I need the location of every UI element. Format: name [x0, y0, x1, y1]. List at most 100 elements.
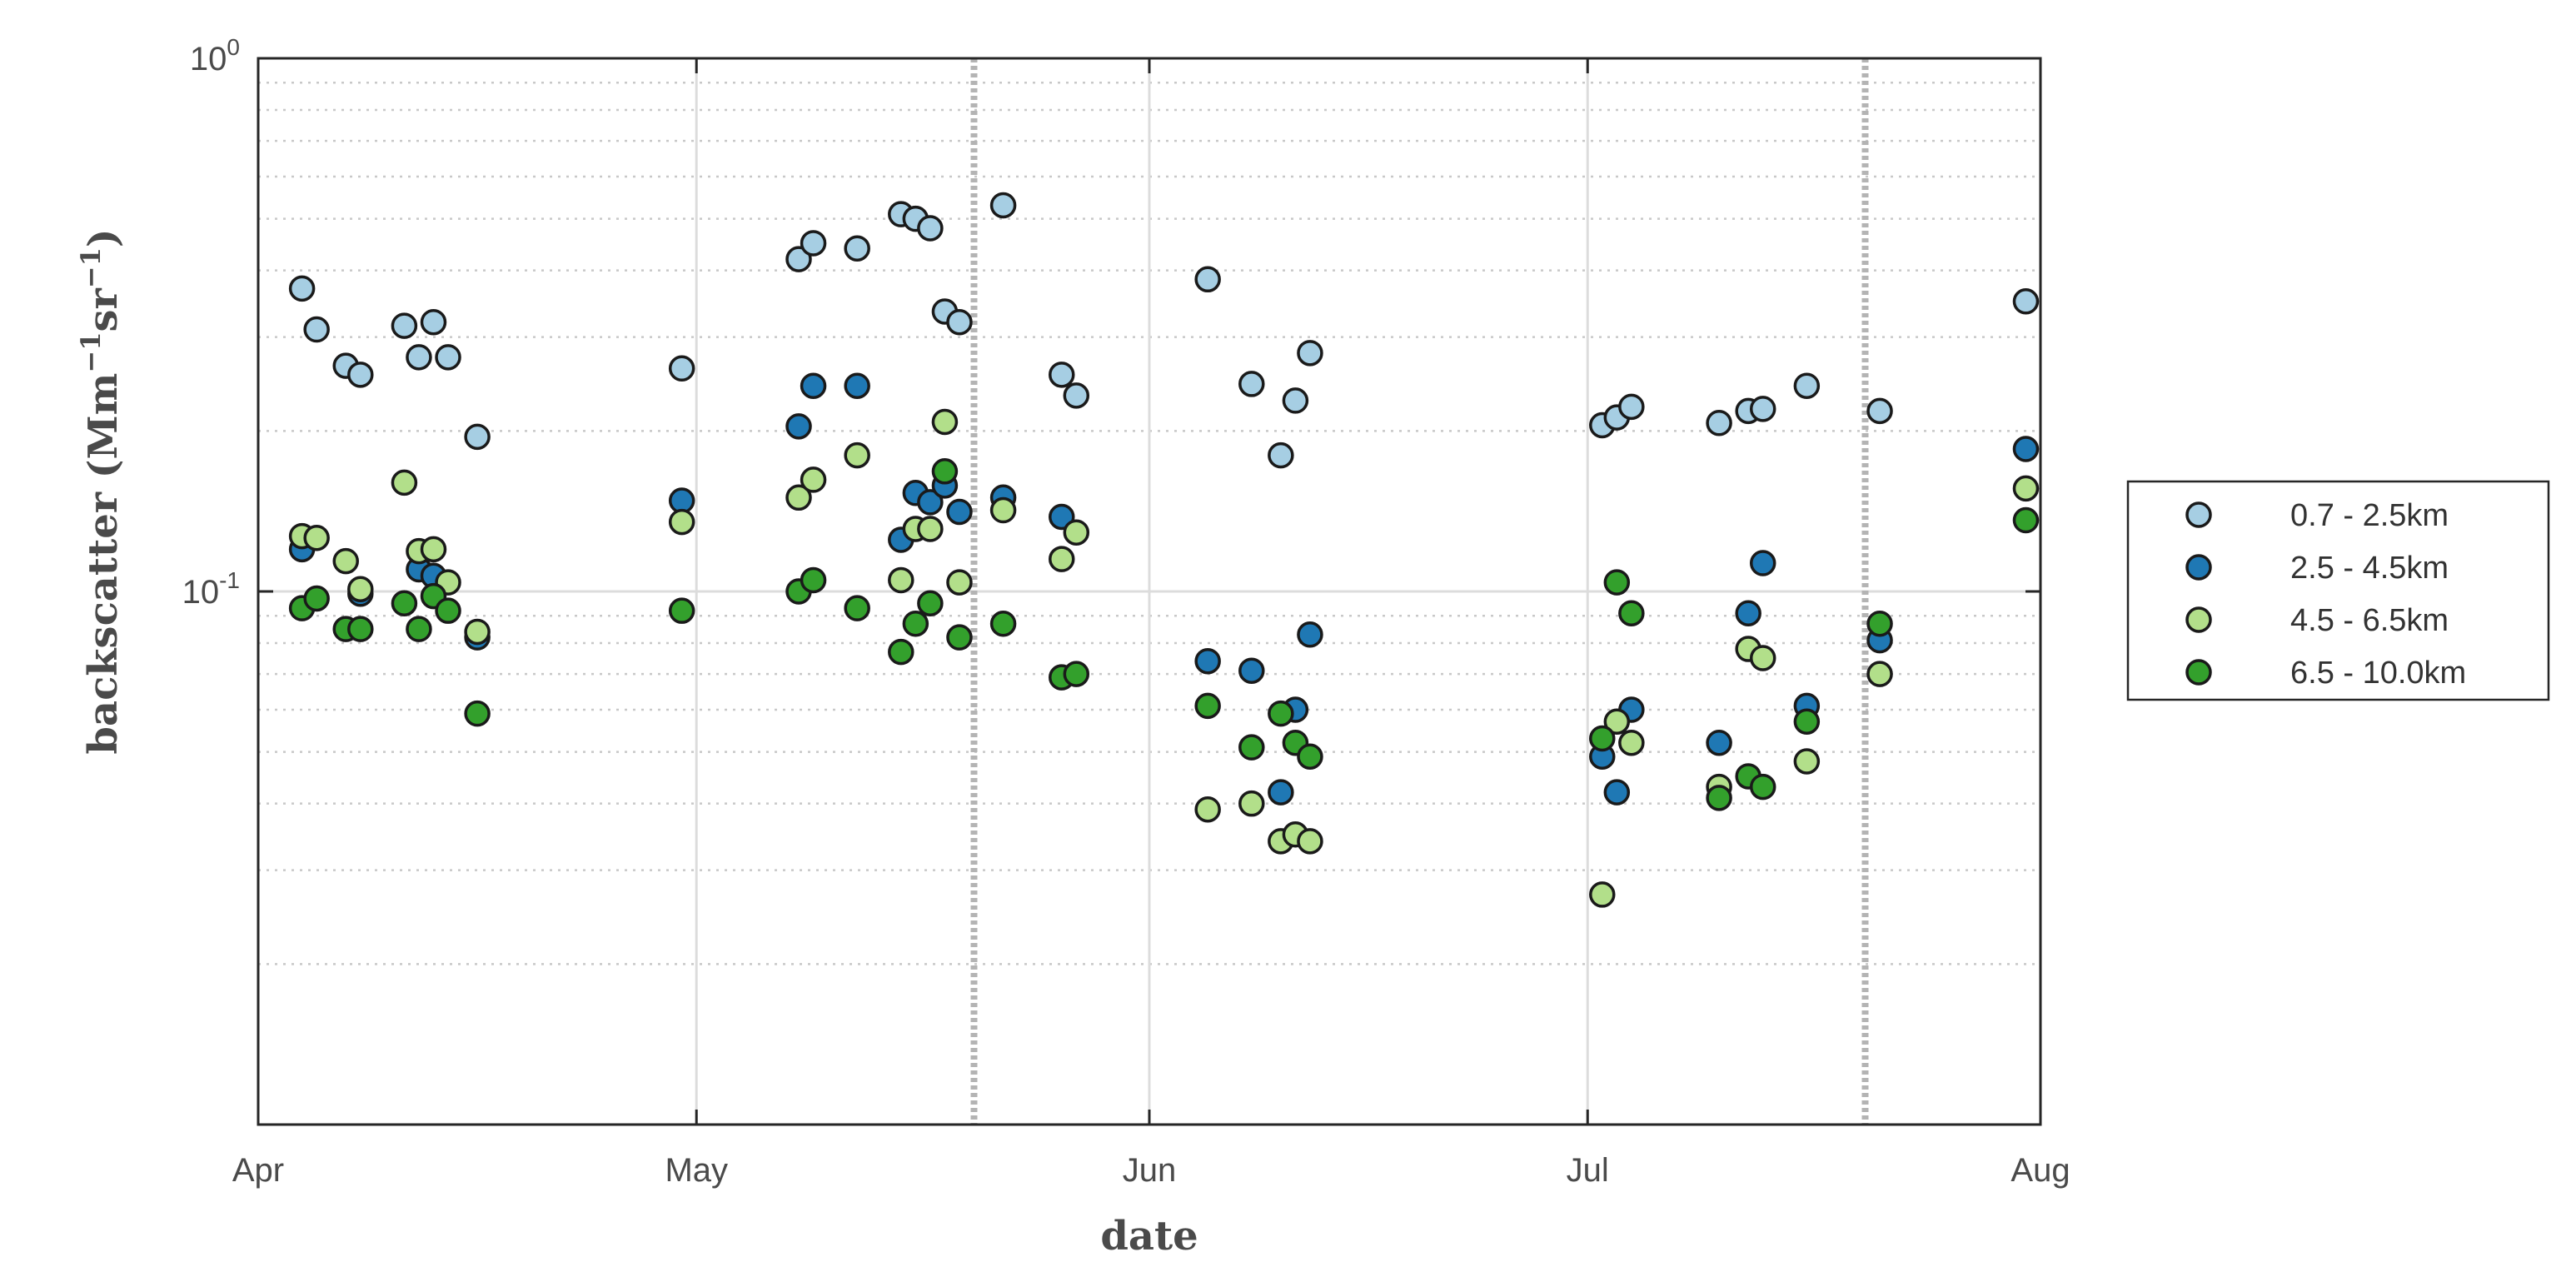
data-point	[888, 638, 914, 666]
data-point	[1297, 743, 1323, 771]
data-point	[1618, 393, 1645, 421]
x-tick-label: Apr	[232, 1152, 284, 1189]
series-3	[288, 408, 2040, 908]
data-point	[1063, 661, 1090, 687]
data-point	[1297, 340, 1323, 367]
data-point	[420, 536, 447, 563]
data-point	[406, 344, 432, 371]
data-point	[800, 230, 827, 257]
data-point	[989, 496, 1017, 524]
data-point	[347, 576, 374, 602]
legend-marker	[2185, 501, 2212, 528]
legend-label: 4.5 - 6.5km	[2290, 603, 2449, 638]
data-point	[1049, 546, 1075, 572]
data-point	[668, 355, 695, 382]
data-point	[1706, 785, 1732, 811]
data-point	[946, 624, 973, 651]
data-point	[800, 372, 827, 399]
series-1	[288, 192, 2040, 469]
data-point	[800, 566, 827, 594]
data-point	[668, 597, 695, 624]
y-tick-label: 100	[190, 34, 240, 77]
data-point	[435, 597, 461, 624]
legend-label: 0.7 - 2.5km	[2290, 498, 2449, 533]
legend: 0.7 - 2.5km 2.5 - 4.5km 4.5 - 6.5km 6.5 - 1…	[2126, 480, 2550, 701]
axis-ticks: Apr May Jun Jul Aug 100 10-1	[182, 34, 2070, 1189]
legend-marker	[2185, 659, 2212, 686]
data-point	[1793, 708, 1821, 735]
data-point	[917, 489, 944, 516]
data-point	[391, 590, 418, 617]
data-point	[391, 312, 418, 339]
data-point	[303, 316, 330, 343]
data-point	[800, 466, 827, 493]
data-point	[1238, 734, 1265, 761]
data-point	[347, 362, 374, 388]
data-point	[1194, 796, 1221, 823]
legend-label: 2.5 - 4.5km	[2290, 551, 2449, 586]
data-point	[902, 610, 929, 637]
data-point	[946, 498, 973, 526]
data-point	[1063, 519, 1090, 546]
data-point	[2012, 475, 2040, 502]
data-point	[931, 458, 959, 485]
data-point	[1603, 569, 1631, 596]
data-point	[288, 275, 316, 302]
data-point	[1238, 657, 1265, 684]
data-point	[844, 235, 870, 262]
legend-marker	[2185, 606, 2212, 633]
data-point	[917, 590, 944, 617]
vertical-markers	[970, 58, 1869, 1125]
data-point	[1297, 828, 1323, 855]
y-tick-label: 10-1	[182, 567, 240, 611]
data-point	[844, 372, 870, 399]
data-point	[1603, 708, 1631, 735]
data-point	[1793, 372, 1821, 399]
data-point	[332, 547, 359, 575]
data-point	[1049, 503, 1075, 531]
data-point	[391, 469, 418, 496]
data-point	[1282, 387, 1309, 414]
data-point	[1866, 397, 1893, 425]
x-tick-label: Jun	[1123, 1152, 1177, 1189]
data-point	[435, 344, 461, 371]
data-point	[2012, 288, 2040, 315]
series-4	[288, 458, 2040, 811]
data-point	[1866, 661, 1893, 687]
data-point	[347, 616, 374, 642]
data-point	[668, 508, 695, 536]
y-axis-label: backscatter (Mm−1sr−1)	[75, 228, 127, 754]
data-point	[1194, 647, 1221, 675]
data-point	[946, 308, 973, 336]
data-point	[946, 569, 973, 596]
data-point	[1063, 382, 1090, 409]
x-tick-label: Aug	[2010, 1152, 2070, 1189]
legend-marker	[2185, 554, 2212, 581]
data-point	[888, 566, 914, 594]
data-point	[303, 585, 330, 612]
legend-label: 6.5 - 10.0km	[2290, 656, 2466, 691]
data-point	[1706, 730, 1732, 756]
data-point	[406, 616, 432, 642]
data-point	[1297, 621, 1323, 648]
data-point	[1749, 773, 1776, 801]
data-point	[1238, 790, 1265, 817]
data-point	[1589, 881, 1616, 908]
series-2	[288, 372, 2040, 806]
data-point	[917, 516, 944, 542]
data-point	[1194, 692, 1221, 720]
data-point	[1603, 779, 1631, 806]
data-point	[785, 484, 812, 511]
data-point	[1268, 700, 1294, 727]
data-point	[464, 423, 491, 451]
data-point	[668, 487, 695, 514]
data-point	[1194, 266, 1221, 293]
data-point	[1735, 600, 1761, 626]
data-point	[785, 246, 812, 272]
data-point	[1706, 410, 1732, 436]
data-point	[2012, 506, 2040, 534]
data-point	[2012, 436, 2040, 462]
data-point	[1268, 779, 1294, 806]
data-point	[303, 525, 330, 551]
x-tick-label: May	[665, 1152, 728, 1189]
